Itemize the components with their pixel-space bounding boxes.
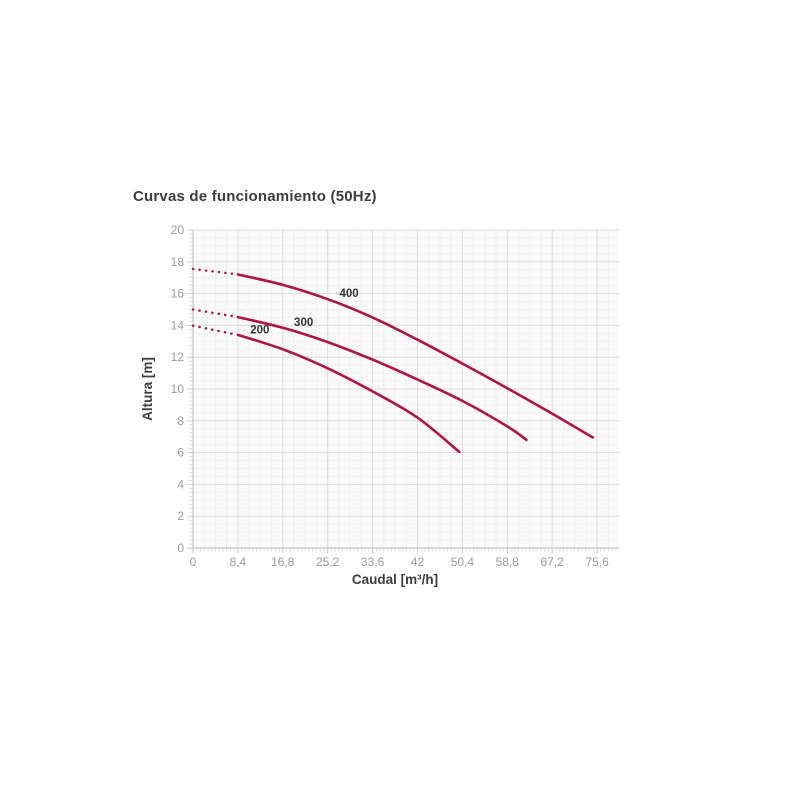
x-axis-title: Caudal [m³/h] xyxy=(352,572,438,587)
y-axis-title: Altura [m] xyxy=(140,357,155,421)
curve-200-label: 200 xyxy=(250,324,269,336)
curve-400-dotted-segment xyxy=(191,267,238,276)
y-tick-label: 18 xyxy=(171,255,185,269)
x-tick-label: 0 xyxy=(190,555,197,569)
axis-titles: Caudal [m³/h] Altura [m] xyxy=(140,357,438,587)
y-tick-label: 4 xyxy=(177,477,184,491)
curve-400: 400 xyxy=(191,267,595,439)
curve-400-label: 400 xyxy=(339,288,358,300)
y-tick-label: 14 xyxy=(171,318,185,332)
x-tick-label: 75,6 xyxy=(585,555,609,569)
y-tick-label: 6 xyxy=(177,446,184,460)
x-tick-label: 33,6 xyxy=(361,555,385,569)
curve-200-line xyxy=(236,333,461,454)
y-tick-label: 20 xyxy=(171,223,185,237)
y-tick-label: 8 xyxy=(177,414,184,428)
curve-300-line xyxy=(236,315,528,442)
x-tick-label: 50,4 xyxy=(451,555,475,569)
y-tick-label: 10 xyxy=(171,382,185,396)
x-tick-label: 16,8 xyxy=(271,555,295,569)
curve-200: 200 xyxy=(191,324,461,454)
curve-400-line xyxy=(236,273,595,439)
curve-300-label: 300 xyxy=(294,317,313,329)
y-tick-label: 0 xyxy=(177,541,184,555)
y-tick-label: 2 xyxy=(177,509,184,523)
major-ticks xyxy=(187,229,598,554)
x-tick-label: 58,8 xyxy=(496,555,520,569)
x-tick-label: 67,2 xyxy=(541,555,565,569)
x-tick-label: 25,2 xyxy=(316,555,340,569)
minor-ticks xyxy=(189,233,617,552)
curve-300: 300 xyxy=(191,308,528,442)
x-tick-label: 42 xyxy=(411,555,425,569)
y-tick-label: 16 xyxy=(171,287,185,301)
grid-major xyxy=(193,229,619,548)
y-tick-label: 12 xyxy=(171,350,185,364)
chart-title: Curvas de funcionamiento (50Hz) xyxy=(133,188,377,205)
curve-300-dotted-segment xyxy=(191,308,238,318)
curve-200-dotted-segment xyxy=(191,324,238,336)
x-tick-label: 8,4 xyxy=(230,555,247,569)
